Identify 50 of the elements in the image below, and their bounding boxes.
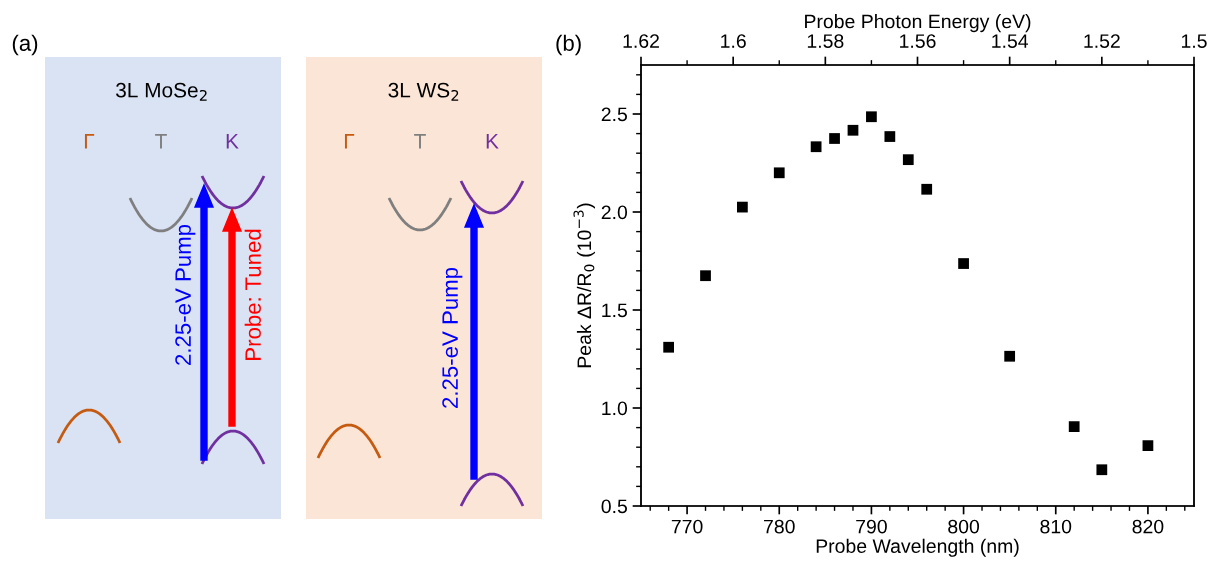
y-tick-label: 1.0	[602, 401, 628, 416]
text: 3L MoSe$_{2}$	[116, 82, 207, 101]
x2-axis-title: Probe Photon Energy (eV)	[805, 14, 1031, 33]
point	[773, 167, 785, 179]
point	[810, 141, 822, 153]
text: K	[226, 134, 239, 149]
point	[1096, 464, 1108, 476]
text: 3L WS$_{2}$	[388, 82, 459, 101]
text: (b)	[556, 34, 581, 56]
y-axis-title: Peak ΔR/R$_{0}$ (10$^{−3}$)	[573, 203, 596, 368]
text: Probe: Tuned	[244, 229, 261, 360]
x2-tick-label: 1.58	[807, 34, 844, 48]
point	[884, 131, 896, 142]
x-tick-label: 820	[1132, 519, 1164, 534]
point	[921, 183, 933, 195]
point	[866, 111, 877, 123]
text: T	[414, 134, 426, 149]
point	[902, 154, 914, 166]
x-tick-label: 800	[948, 519, 980, 534]
text: K	[486, 134, 499, 149]
y-tick-label: 2.5	[601, 107, 627, 122]
text: 2.25-eV Pump	[442, 267, 463, 408]
text: (a)	[12, 34, 38, 56]
text: Γ	[344, 134, 355, 149]
text: Γ	[84, 134, 95, 149]
text: T	[155, 134, 167, 149]
y-tick-label: 2.0	[601, 205, 628, 220]
x2-tick-label: 1.62	[623, 34, 659, 48]
point	[1004, 350, 1016, 362]
y-tick-label: 0.5	[601, 499, 627, 514]
x2-tick-label: 1.5	[1181, 34, 1207, 48]
point	[847, 124, 859, 136]
point	[700, 270, 711, 282]
text: 2.25-eV Pump	[175, 224, 196, 365]
x-tick-label: 790	[856, 519, 887, 534]
point	[958, 258, 969, 269]
x2-tick-label: 1.54	[992, 34, 1029, 48]
point	[1142, 440, 1154, 452]
point	[829, 133, 840, 144]
point	[663, 341, 675, 353]
y-tick-label: 1.5	[602, 303, 627, 318]
x-tick-label: 810	[1040, 519, 1072, 534]
point	[1068, 421, 1080, 432]
point	[737, 201, 748, 213]
x-tick-label: 780	[764, 519, 795, 534]
x-axis-title: Probe Wavelength (nm)	[816, 538, 1019, 557]
x2-tick-label: 1.6	[721, 34, 746, 48]
x2-tick-label: 1.52	[1084, 34, 1120, 48]
x-tick-label: 770	[671, 519, 703, 534]
x2-tick-label: 1.56	[900, 34, 936, 48]
